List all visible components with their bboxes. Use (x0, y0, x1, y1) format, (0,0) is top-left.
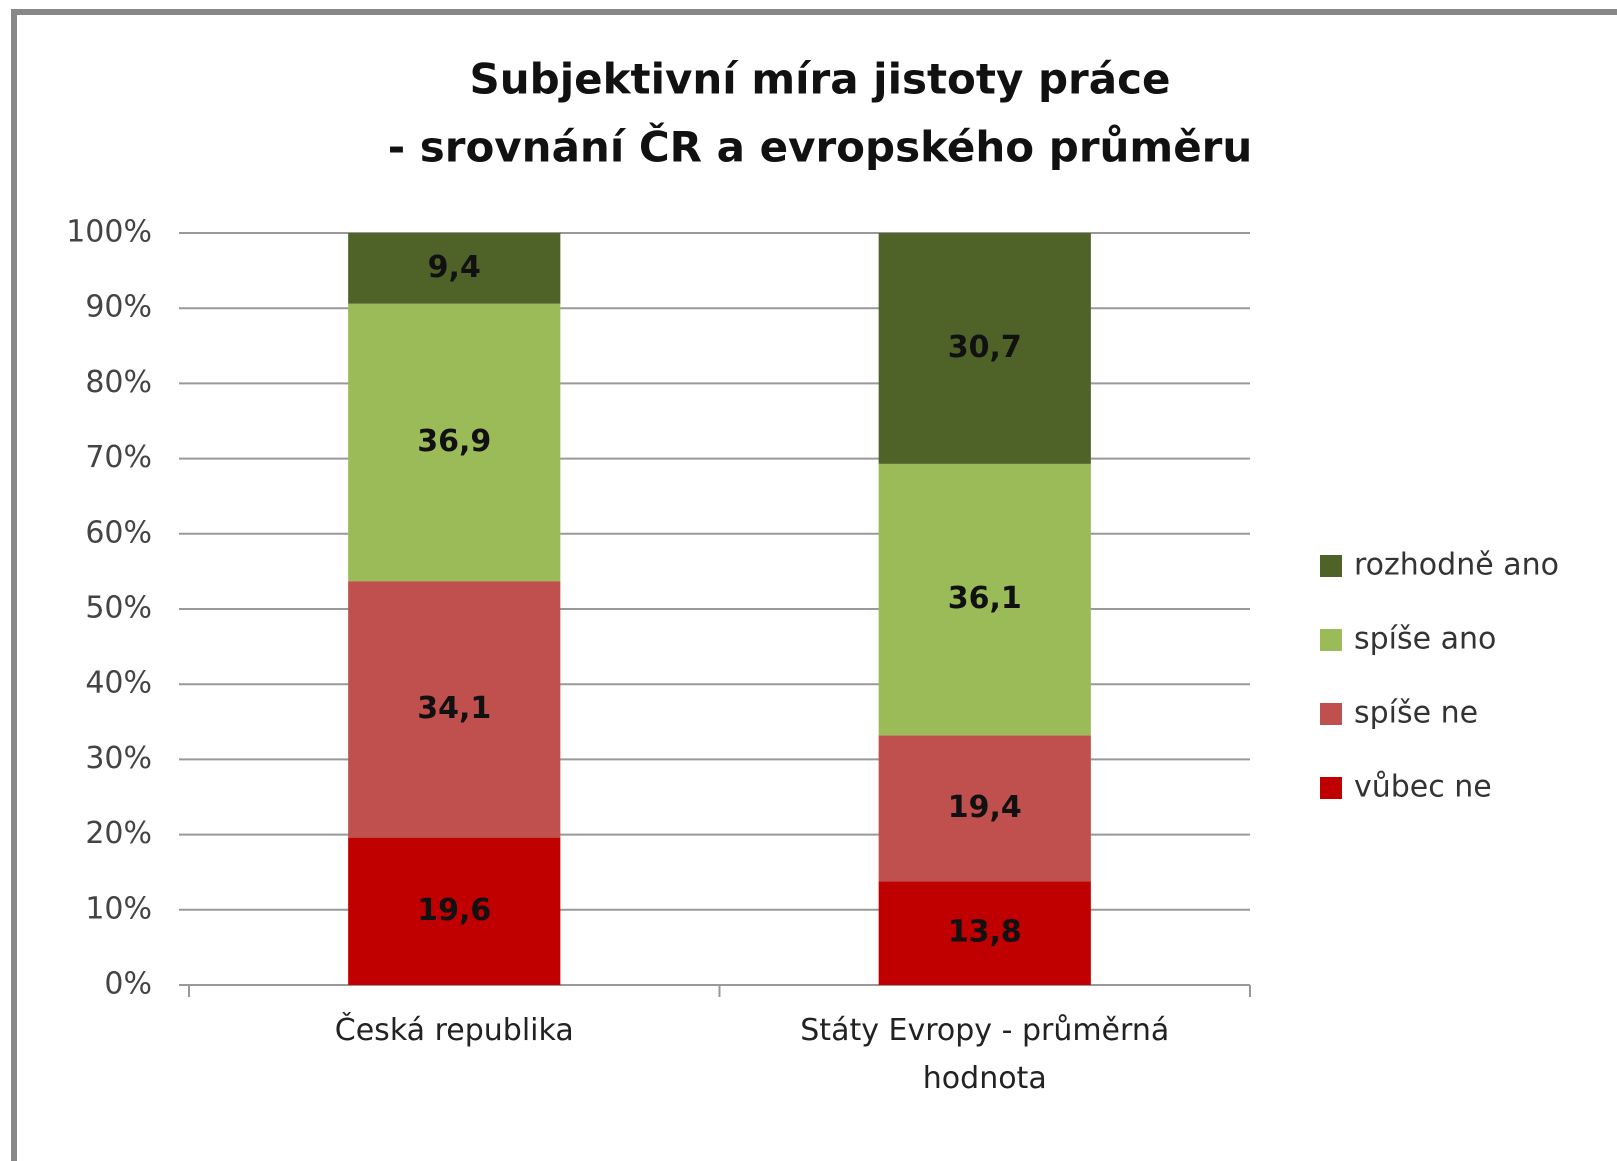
legend-label: spíše ano (1354, 622, 1496, 657)
data-label: 13,8 (948, 915, 1022, 950)
chart-title: Subjektivní míra jistoty práce (470, 55, 1171, 104)
bar-segment (878, 463, 1091, 736)
bar-segment (878, 735, 1091, 882)
x-tick-label: Státy Evropy - průměrná hodnota (800, 1013, 1170, 1096)
y-tick-label: 90% (85, 290, 152, 325)
y-tick-label: 70% (85, 440, 152, 475)
y-tick-label: 50% (85, 591, 152, 626)
bar-segment (878, 233, 1091, 464)
legend-swatch (1320, 629, 1342, 651)
y-tick-label: 100% (66, 215, 152, 250)
y-tick-label: 0% (104, 967, 152, 1002)
data-label: 19,4 (948, 790, 1022, 825)
data-label: 9,4 (428, 250, 481, 285)
bar-segment (348, 233, 561, 304)
y-tick-label: 20% (85, 816, 152, 851)
y-tick-label: 80% (85, 365, 152, 400)
legend-swatch (1320, 777, 1342, 799)
y-tick-label: 10% (85, 891, 152, 926)
legend-label: vůbec ne (1354, 770, 1492, 805)
frame (11, 9, 1617, 1161)
x-tick-label: Česká republika (334, 1013, 574, 1048)
bar-segment (348, 837, 561, 985)
legend-label: spíše ne (1354, 696, 1478, 731)
y-tick-label: 60% (85, 515, 152, 550)
chart-title: - srovnání ČR a evropského průměru (388, 122, 1253, 172)
legend-label: rozhodně ano (1354, 548, 1559, 583)
legend-swatch (1320, 703, 1342, 725)
y-tick-label: 30% (85, 741, 152, 776)
data-label: 30,7 (948, 330, 1022, 365)
data-label: 19,6 (417, 893, 491, 928)
bar-segment (878, 881, 1091, 985)
y-tick-label: 40% (85, 666, 152, 701)
data-label: 34,1 (417, 691, 491, 726)
bar-segment (348, 581, 561, 838)
legend-swatch (1320, 555, 1342, 577)
data-label: 36,1 (948, 581, 1022, 616)
data-label: 36,9 (417, 424, 491, 459)
bar-segment (348, 303, 561, 582)
